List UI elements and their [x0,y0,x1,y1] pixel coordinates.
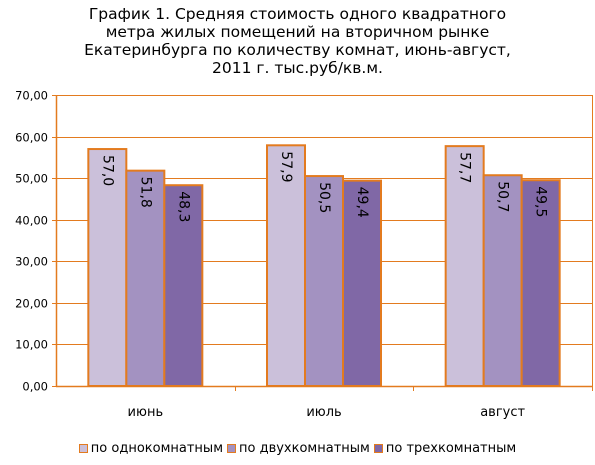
y-tick-label: 10,00 [15,338,48,352]
data-label: 50,5 [316,182,332,213]
chart-title-line: График 1. Средняя стоимость одного квадр… [88,5,507,23]
chart-title: График 1. Средняя стоимость одного квадр… [0,5,595,77]
data-label: 57,7 [457,152,473,183]
y-tick-label: 70,00 [15,89,48,103]
y-tick-label: 50,00 [15,172,48,186]
chart-title-line: метра жилых помещений на вторичном рынке [105,23,490,41]
data-label: 57,9 [278,151,294,182]
legend-swatch [373,444,383,453]
data-label: 50,7 [495,181,511,212]
legend-item: по двухкомнатным [227,441,370,456]
data-label: 49,5 [533,186,549,217]
bar [163,184,204,387]
bar [482,174,523,387]
category-label: август [480,405,525,420]
data-label: 51,8 [137,177,153,208]
bar [342,179,382,387]
legend-swatch [227,444,236,453]
y-tick-label: 30,00 [15,255,48,269]
data-label: 48,3 [175,191,191,222]
data-label: 49,4 [354,187,370,218]
y-tick-label: 40,00 [15,214,48,228]
legend: по однокомнатным по двухкомнатным по трехк… [0,441,595,456]
data-label: 57,0 [99,155,115,186]
legend-label: по двухкомнатным [239,441,370,456]
chart-title-line: Екатеринбурга по количеству комнат, июнь… [84,41,511,59]
category-label: июнь [128,405,164,420]
legend-label: по однокомнатным [90,441,223,456]
y-tick-label: 20,00 [15,297,48,311]
bar [444,145,485,387]
legend-swatch [78,444,88,453]
legend-label: по трехкомнатным [385,441,517,456]
bar [520,179,561,387]
chart-title-line: 2011 г. тыс.руб/кв.м. [212,59,383,77]
legend-item: по однокомнатным [78,441,223,456]
y-tick-label: 0,00 [22,380,48,394]
y-tick-label: 60,00 [15,131,48,145]
category-label: июль [306,405,341,420]
legend-item: по трехкомнатным [373,441,517,456]
